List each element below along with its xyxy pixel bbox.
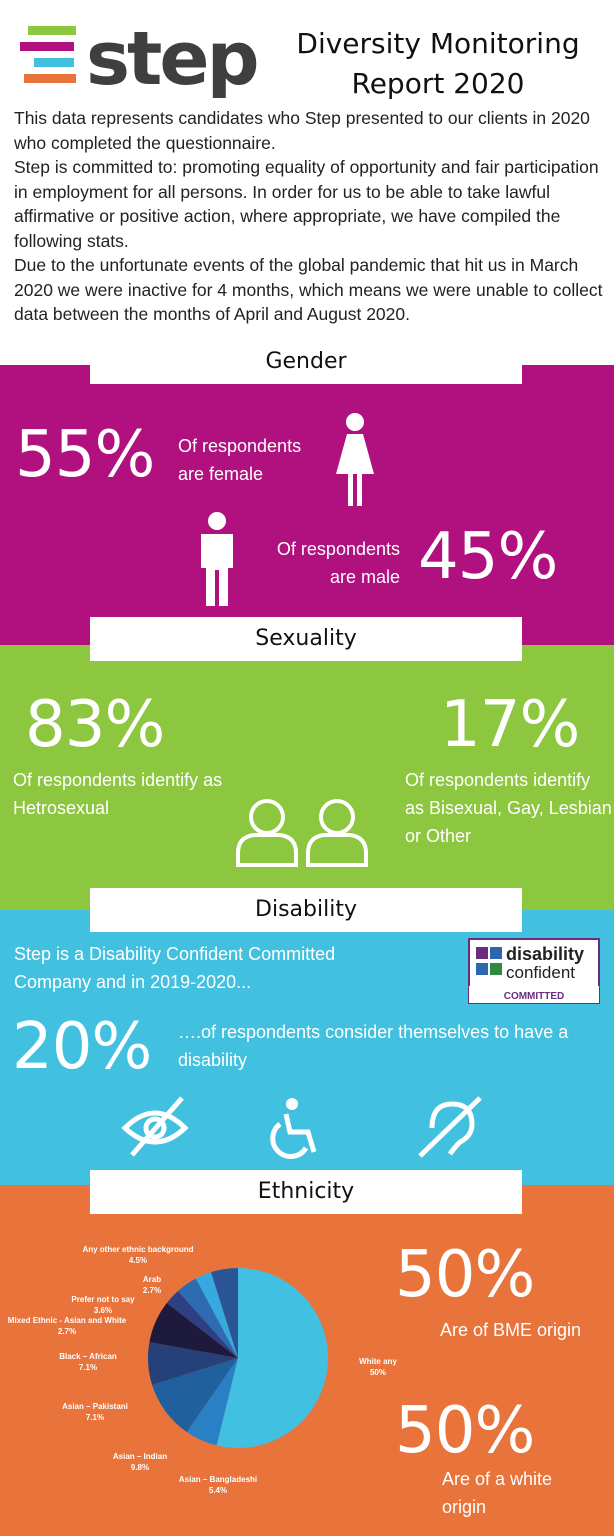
section-heading: Sexuality: [90, 617, 522, 661]
pie-label: Prefer not to say: [71, 1295, 135, 1304]
disability-intro: Step is a Disability Confident Committed…: [14, 944, 336, 992]
stat-text: Of respondents are female: [178, 436, 302, 484]
pie-slice: [149, 1302, 238, 1358]
stat-text: Of respondents identify as Bisexual, Gay…: [405, 770, 612, 846]
stat-value: 17%: [440, 688, 580, 762]
pie-slice: [152, 1358, 238, 1433]
pie-value-label: 3.6%: [94, 1306, 112, 1315]
stat-text: Of respondents are male: [276, 539, 400, 587]
female-icon: [336, 413, 374, 506]
pie-value-label: 7.1%: [86, 1413, 104, 1422]
stat-value: 83%: [25, 688, 165, 762]
pie-label: Black – African: [59, 1352, 117, 1361]
paragraph: Due to the unfortunate events of the glo…: [14, 255, 603, 324]
section-heading: Disability: [90, 888, 522, 932]
stat-value: 20%: [12, 1010, 152, 1084]
stat-text: ….of respondents consider themselves to …: [178, 1022, 569, 1070]
paragraph: Step is committed to: promoting equality…: [14, 157, 599, 251]
stat-value: 50%: [395, 1238, 535, 1312]
pie-value-label: 2.7%: [143, 1286, 161, 1295]
intro: This data represents candidates who Step…: [14, 106, 610, 327]
pie-slice: [166, 1290, 238, 1358]
pie-slice: [216, 1268, 329, 1448]
pie-value-label: 9.8%: [131, 1463, 149, 1472]
stat-value: 55%: [15, 418, 155, 492]
stat-value: 45%: [418, 520, 558, 594]
male-icon: [201, 512, 233, 606]
stat-text: Are of BME origin: [440, 1320, 582, 1340]
pie-value-label: 2.7%: [58, 1327, 76, 1336]
pie-label: Any other ethnic background: [82, 1245, 193, 1254]
badge-text: COMMITTED: [504, 991, 565, 1002]
section-heading: Gender: [90, 340, 522, 384]
pie-label: Asian – Pakistani: [62, 1402, 128, 1411]
badge-text: confident: [506, 963, 575, 982]
gender-band: [0, 365, 614, 645]
logo-text: step: [86, 18, 257, 98]
ethnicity-pie: White any 50% Asian – Bangladeshi 5.4% Asian…: [8, 1245, 398, 1495]
pie-slice: [186, 1358, 238, 1446]
pie-value-label: 4.5%: [129, 1256, 147, 1265]
pie-label: Mixed Ethnic - Asian and White: [8, 1316, 127, 1325]
pie-label: Asian – Bangladeshi: [179, 1475, 257, 1484]
people-icon: [236, 799, 368, 867]
pie-slice: [211, 1268, 238, 1358]
pie-slice: [147, 1342, 238, 1385]
stat-text: Are of a white origin: [442, 1469, 553, 1517]
disability-badge: disability confident COMMITTED: [468, 938, 600, 1004]
pie-value-label: 7.1%: [79, 1363, 97, 1372]
pie-value-label: 5.4%: [209, 1486, 227, 1495]
paragraph: This data represents candidates who Step…: [14, 108, 590, 153]
pie-slice: [195, 1272, 238, 1358]
pie-slice: [177, 1278, 238, 1358]
pie-value-label: 50%: [370, 1368, 386, 1377]
badge-text: disability: [506, 944, 584, 964]
title: Diversity Monitoring Report 2020: [296, 27, 580, 100]
logo: step: [20, 18, 260, 98]
pie-label: Asian – Indian: [113, 1452, 167, 1461]
section-heading: Ethnicity: [90, 1170, 522, 1214]
pie-label: Arab: [143, 1275, 161, 1284]
stat-text: Of respondents identify as Hetrosexual: [13, 770, 223, 818]
pie-label: White any: [359, 1357, 397, 1366]
stat-value: 50%: [395, 1394, 535, 1468]
disability-icons: [121, 1096, 482, 1159]
